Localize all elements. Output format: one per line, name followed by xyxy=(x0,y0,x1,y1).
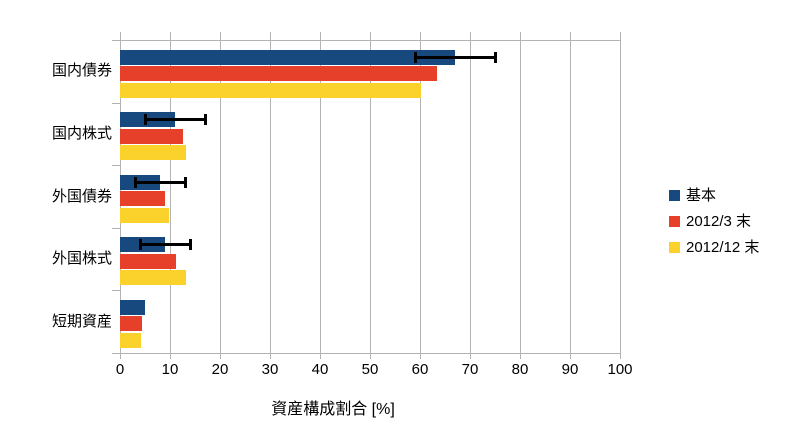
error-bar-line xyxy=(145,118,205,122)
legend-label: 基本 xyxy=(686,187,717,204)
bar xyxy=(120,299,145,315)
error-bar-cap xyxy=(183,176,187,188)
vertical-gridline xyxy=(570,32,571,359)
error-bar-cap xyxy=(493,51,497,63)
vertical-gridline xyxy=(470,32,471,359)
error-bar-cap xyxy=(143,114,147,126)
legend-swatch xyxy=(669,216,680,227)
plot-top-border xyxy=(112,40,620,41)
x-tick-label: 80 xyxy=(511,361,529,378)
x-tick-label: 100 xyxy=(607,361,633,378)
category-label: 外国債券 xyxy=(51,187,112,205)
category-label: 国内債券 xyxy=(51,62,112,80)
bar xyxy=(120,82,421,98)
x-axis-title: 資産構成割合 [%] xyxy=(271,401,395,418)
error-bar-line xyxy=(140,243,190,247)
bar xyxy=(120,66,437,81)
error-bar-cap xyxy=(133,176,137,188)
legend-item: 基本 xyxy=(669,187,759,204)
category-boundary-tick xyxy=(112,353,120,354)
error-bar-line xyxy=(415,55,495,59)
category-boundary-tick xyxy=(112,290,120,292)
x-tick-label: 50 xyxy=(361,361,379,378)
legend-item: 2012/3 末 xyxy=(669,213,759,230)
bar xyxy=(120,316,142,332)
plot-area: 0 10 20 30 40 50 60 70 80 90 100 国内債券国内株式外国債券外国株式短期… xyxy=(52,32,633,378)
bar xyxy=(120,128,183,144)
x-tick-label: 10 xyxy=(161,361,179,378)
bar xyxy=(120,207,169,223)
vertical-gridline xyxy=(420,32,421,359)
error-bar-cap xyxy=(413,51,417,63)
category-boundary-tick xyxy=(112,227,120,229)
category-label: 短期資産 xyxy=(51,312,112,330)
legend: 基本 2012/3 末 2012/12 末 xyxy=(669,187,759,256)
legend-label: 2012/3 末 xyxy=(686,213,752,230)
category-label: 国内株式 xyxy=(51,124,112,142)
x-tick-label: 90 xyxy=(561,361,579,378)
bar xyxy=(120,253,176,269)
bar xyxy=(120,270,186,286)
x-tick-label: 20 xyxy=(211,361,229,378)
error-bar-cap xyxy=(203,114,207,126)
legend-swatch xyxy=(669,242,680,253)
x-tick-label: 70 xyxy=(461,361,479,378)
bar xyxy=(120,145,186,161)
x-tick-label: 0 xyxy=(115,361,125,378)
x-axis-line xyxy=(112,353,620,354)
x-tick-label: 40 xyxy=(311,361,329,378)
category-boundary-tick xyxy=(112,40,120,41)
vertical-gridline xyxy=(520,32,521,359)
error-bar-cap xyxy=(188,239,192,251)
vertical-gridline xyxy=(270,32,271,359)
error-bar-cap xyxy=(138,239,142,251)
category-label: 外国株式 xyxy=(51,250,112,268)
category-boundary-tick xyxy=(112,165,120,167)
vertical-gridline xyxy=(320,32,321,359)
vertical-gridline xyxy=(170,32,171,359)
bar xyxy=(120,49,455,65)
legend-item: 2012/12 末 xyxy=(669,239,759,256)
bar xyxy=(120,332,141,348)
vertical-gridline xyxy=(220,32,221,359)
legend-swatch xyxy=(669,190,680,201)
category-boundary-tick xyxy=(112,102,120,104)
vertical-gridline xyxy=(620,32,621,359)
vertical-gridline xyxy=(370,32,371,359)
bar xyxy=(120,191,165,207)
legend-label: 2012/12 末 xyxy=(686,239,760,256)
x-tick-label: 60 xyxy=(411,361,429,378)
error-bar-line xyxy=(135,180,185,184)
x-tick-label: 30 xyxy=(261,361,279,378)
